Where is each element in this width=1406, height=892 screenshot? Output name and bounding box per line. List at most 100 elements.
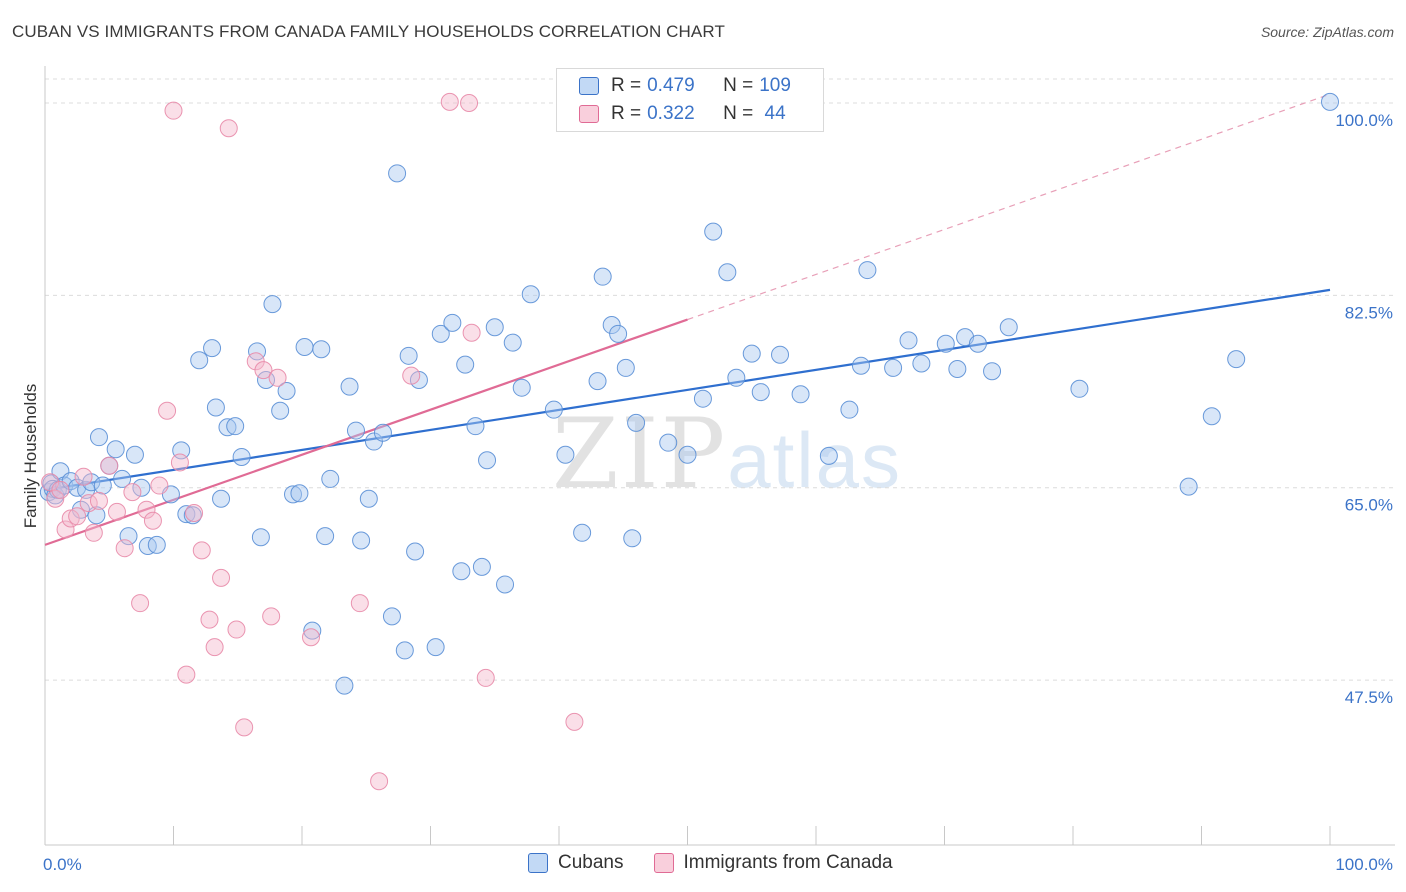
point-cubans [359,489,378,508]
legend-item-cubans[interactable]: Cubans [528,852,624,874]
point-canada [89,491,108,510]
trend-line-cubans [44,288,1331,492]
point-cubans [271,401,290,420]
point-cubans [472,557,491,576]
legend-n-value: 44 [759,103,786,124]
point-cubans [678,445,697,464]
point-canada [115,539,134,558]
point-canada [164,101,183,120]
point-cubans [399,346,418,365]
point-cubans [968,334,987,353]
point-cubans [212,489,231,508]
point-canada [68,507,87,526]
point-cubans [388,164,407,183]
point-cubans [742,344,761,363]
point-cubans [884,358,903,377]
point-canada [227,620,246,639]
point-canada [476,668,495,687]
point-cubans [466,417,485,436]
point-canada [143,511,162,530]
point-cubans [248,342,267,361]
trend-line-canada [44,318,688,546]
point-cubans [693,389,712,408]
point-cubans [704,222,723,241]
point-canada [192,541,211,560]
point-cubans [999,318,1018,337]
legend-n-label: N = [723,75,754,96]
point-cubans [340,377,359,396]
point-cubans [284,485,303,504]
point-cubans [771,345,790,364]
point-cubans [623,529,642,548]
y-axis-label: Family Households [21,384,40,529]
point-canada [84,523,103,542]
point-cubans [263,295,282,314]
point-canada [212,568,231,587]
point-cubans [899,331,918,350]
point-cubans [125,445,144,464]
y-tick-label: 100.0% [1335,111,1393,130]
correlation-legend: R = 0.479 N = 109 R = 0.322 N = 44 [556,68,824,132]
watermark-atlas: atlas [727,416,902,504]
axes [44,66,1395,846]
point-cubans [190,351,209,370]
point-cubans [395,641,414,660]
point-cubans [119,527,138,546]
point-canada [158,401,177,420]
point-cubans [659,433,678,452]
point-canada [177,665,196,684]
y-tick-label: 47.5% [1345,688,1393,707]
point-cubans [251,528,270,547]
point-cubans [1202,407,1221,426]
point-cubans [521,285,540,304]
point-canada [100,456,119,475]
point-cubans [936,334,955,353]
legend-r-value: 0.479 [647,75,695,96]
legend-r-value: 0.322 [647,103,695,124]
point-cubans [851,356,870,375]
point-cubans [858,261,877,280]
point-cubans [277,381,296,400]
point-canada [150,476,169,495]
point-cubans [1227,350,1246,369]
point-cubans [138,536,157,555]
point-cubans [106,440,125,459]
series-legend: Cubans Immigrants from Canada [528,852,923,874]
tick-labels: 100.0% 82.5% 65.0% 47.5% 0.0% 100.0% [43,111,1393,874]
gridlines [45,78,1395,681]
watermark: ZIPatlas [552,398,902,510]
legend-swatch-cubans [528,853,548,873]
point-canada [219,119,238,138]
chart-title: CUBAN VS IMMIGRANTS FROM CANADA FAMILY H… [12,22,725,41]
point-cubans [791,385,810,404]
point-cubans [335,676,354,695]
point-canada [402,366,421,385]
point-canada [170,453,189,472]
point-cubans [316,527,335,546]
point-cubans [452,562,471,581]
point-cubans [588,372,607,391]
point-canada [460,93,479,112]
point-cubans [983,362,1002,381]
legend-item-canada[interactable]: Immigrants from Canada [653,852,893,874]
point-cubans [93,476,112,495]
point-cubans [556,445,575,464]
legend-swatch-canada [653,853,674,873]
point-cubans [609,324,628,343]
point-canada [301,628,320,647]
point-canada [254,361,273,380]
point-cubans [456,355,475,374]
point-cubans [373,423,392,442]
point-canada [262,607,281,626]
point-cubans [232,447,251,466]
x-tick-label: 100.0% [1335,855,1393,874]
source-attribution: Source: ZipAtlas.com [1260,24,1394,40]
point-cubans [406,542,425,561]
point-cubans [443,313,462,332]
point-cubans [89,428,108,447]
point-cubans [840,400,859,419]
data-points [39,92,1339,791]
point-cubans [382,607,401,626]
point-cubans [727,368,746,387]
